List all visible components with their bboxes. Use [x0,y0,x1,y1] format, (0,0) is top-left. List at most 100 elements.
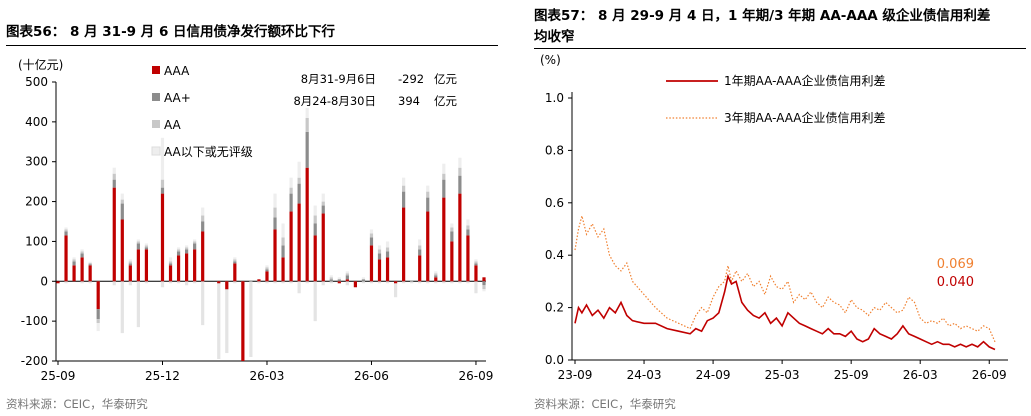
bar-segment-below-aa [128,259,132,262]
bar-segment-aaa [297,203,301,282]
bar-segment-aaa [450,241,454,282]
bar-segment-aa-plus [120,203,124,220]
bar-segment-below-aa [466,219,470,226]
bar-segment-neg-minor [193,281,197,284]
y-tick-label: 0.6 [545,196,564,210]
y-unit-label: (%) [540,53,561,67]
bar-segment-aaa [393,281,398,284]
x-tick-label: 25-09 [834,368,869,382]
x-tick-label: 26-03 [250,369,285,383]
bar-segment-neg-minor [168,281,173,284]
bar-segment-aa [144,245,149,248]
bar-segment-aa [176,249,181,252]
bar-segment-aa-plus [337,279,341,282]
bar-segment-below-aa [176,247,181,250]
bar-segment-aaa [80,257,84,282]
annotation-period: 8月31-9月6日 [301,72,376,86]
y-tick-label: 0 [40,274,48,288]
bar-segment-below-aa [482,289,486,292]
bar-segment-below-aa [193,239,197,242]
bar-segment-neg-minor [233,281,237,284]
bar-segment-below-aa [64,227,68,230]
bar-segment-aa-plus [80,253,84,258]
bar-segment-below-aa [345,271,349,274]
bar-segment-aa [474,261,478,264]
right-figure-title-line2: 均收窄 [534,29,575,45]
bar-segment-aa [233,259,237,262]
bar-segment-neg-minor [257,281,261,284]
bar-segment-neg-minor [136,281,140,328]
bar-segment-below-aa [377,245,382,250]
bar-segment-aa [193,241,197,244]
y-tick-label: 500 [25,75,48,89]
bar-segment-aa [289,187,293,194]
bar-segment-aa-plus [482,281,486,286]
bar-segment-below-aa [80,249,84,252]
bar-segment-aa-plus [313,223,317,236]
bar-segment-aaa [377,259,382,282]
bar-segment-aa-plus [281,245,285,258]
bar-segment-aa-plus [72,261,76,266]
y-tick-label: 0.4 [545,248,564,262]
bar-segment-below-aa [160,137,165,180]
bar-segment-aa-plus [466,229,470,236]
bar-segment-aa [426,191,430,198]
bar-segment-aa [96,319,100,324]
bar-segment-aaa [273,229,277,282]
bar-segment-aa [120,199,124,204]
right-chart-panel: 图表57： 8 月 29-9 月 4 日，1 年期/3 年期 AA-AAA 级企… [528,0,1031,416]
legend-label: 3年期AA-AAA企业债信用利差 [724,110,886,125]
bar-segment-aa-plus [160,187,165,194]
bar-segment-neg-minor [281,281,285,284]
bar-segment-neg-minor [144,281,149,284]
legend-swatch [152,93,160,101]
right-line-chart: (%) 1.0 0.8 0.6 0.4 0.2 0.023-09 24-03 24-09 25-0… [540,53,1008,382]
legend-label: AAA [164,64,190,78]
bar-segment-aa-plus [321,205,325,214]
bar-segment-neg-minor [160,281,165,288]
bar-segment-neg-minor [112,281,116,286]
bar-segment-aa [418,245,422,250]
y-tick-label: 300 [25,155,48,169]
bar-segment-below-aa [273,193,277,208]
bar-segment-neg-minor [450,281,454,284]
bar-segment-aaa [458,193,462,282]
bar-segment-below-aa [369,229,374,234]
bar-segment-aaa [345,279,349,282]
bar-segment-below-aa [96,323,100,332]
bar-segment-aaa [217,281,221,284]
bar-segment-aaa [56,281,60,284]
bar-segment-aa [321,201,325,206]
bar-segment-aa-plus [88,264,92,266]
bar-segment-below-aa [120,193,124,200]
bar-segment-neg-minor [128,281,132,286]
bar-segment-aa-plus [369,237,374,246]
bar-segment-aaa [474,265,478,282]
bar-segment-aa-plus [418,249,422,256]
bar-segment-neg-minor [289,281,293,284]
bar-segment-aa-plus [434,275,438,278]
bar-segment-aaa [144,249,149,282]
bar-segment-aaa [88,265,92,282]
bar-segment-aaa [233,263,237,282]
bar-segment-below-aa [321,193,325,202]
bar-segment-aaa [136,249,140,282]
bar-segment-neg-minor [176,281,181,284]
legend-swatch [151,146,161,156]
annotation-period: 8月24-8月30日 [293,94,376,108]
annotation-unit: 亿元 [434,72,457,86]
bar-segment-aa-plus [361,279,366,282]
bar-segment-below-aa [474,259,478,262]
series-line-3y [574,215,996,343]
x-tick-label: 26-09 [459,369,494,383]
bar-segment-aa [482,285,486,290]
bar-segment-below-aa [313,205,317,216]
x-tick-label: 26-09 [972,368,1007,382]
bar-segment-below-aa [297,161,301,178]
bar-segment-aaa [426,211,430,282]
bar-segment-neg-minor [265,281,269,284]
bar-segment-neg-minor [369,281,374,284]
x-tick-label: 26-03 [903,368,938,382]
left-figure-title: 图表56： 8 月 31-9 月 6 日信用债净发行额环比下行 [6,24,336,40]
bar-segment-below-aa [305,107,309,118]
